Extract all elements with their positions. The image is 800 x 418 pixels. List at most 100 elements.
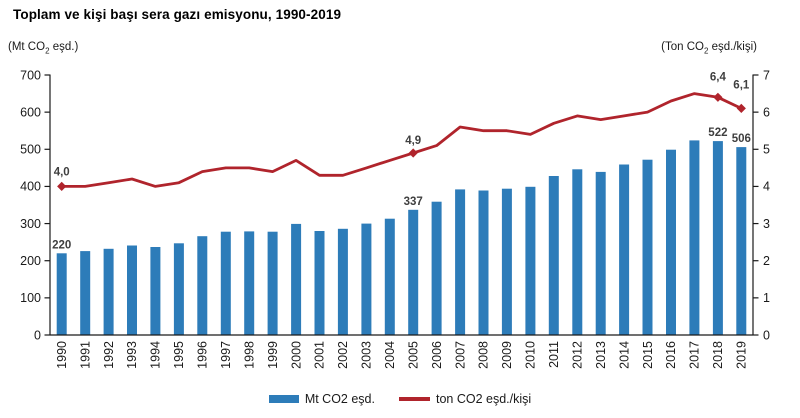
x-tick-label-2013: 2013 <box>594 341 608 369</box>
x-tick-label-2007: 2007 <box>453 341 467 369</box>
x-tick-label-2011: 2011 <box>547 341 561 368</box>
x-tick-label-2017: 2017 <box>688 341 702 369</box>
x-tick-label-2010: 2010 <box>524 341 538 369</box>
x-tick-label-2016: 2016 <box>664 341 678 369</box>
bar-2013 <box>595 171 606 335</box>
x-tick-label-1997: 1997 <box>219 341 233 369</box>
bar-2014 <box>619 164 630 335</box>
line-marker-2018 <box>713 92 723 102</box>
bar-2004 <box>384 218 395 335</box>
line-marker-2005 <box>408 148 418 158</box>
right-unit-subscript: 2 <box>703 46 709 56</box>
legend-label-line: ton CO2 eşd./kişi <box>435 392 532 406</box>
x-tick-label-1991: 1991 <box>78 341 92 369</box>
bar-2018 <box>712 141 723 335</box>
x-tick-label-2000: 2000 <box>289 341 303 369</box>
bar-series-swatch-icon <box>268 395 299 403</box>
x-tick-label-1993: 1993 <box>125 341 139 369</box>
x-tick-label-1994: 1994 <box>149 341 163 369</box>
chart-title: Toplam ve kişi başı sera gazı emisyonu, … <box>13 7 342 22</box>
x-tick-label-2003: 2003 <box>360 341 374 369</box>
left-unit-subscript: 2 <box>45 46 50 56</box>
x-tick-label-2004: 2004 <box>383 341 397 369</box>
bar-value-label-1990: 220 <box>52 239 71 251</box>
line-marker-2019 <box>736 103 746 113</box>
bar-2016 <box>666 149 676 335</box>
bar-2005 <box>408 209 419 335</box>
x-tick-label-2018: 2018 <box>711 341 725 369</box>
right-axis-tick-label: 7 <box>763 68 770 82</box>
left-axis-tick-label: 300 <box>20 217 41 231</box>
left-axis-tick-label: 600 <box>20 105 41 119</box>
left-axis-tick-label: 400 <box>20 180 41 194</box>
bar-2003 <box>361 223 372 335</box>
left-axis-tick-label: 200 <box>20 254 41 268</box>
bar-1996 <box>197 236 208 335</box>
legend-item-bars: Mt CO2 eşd. <box>268 392 375 406</box>
left-axis-tick-label: 0 <box>34 328 41 342</box>
line-value-label-2018: 6,4 <box>710 71 727 83</box>
line-marker-1990 <box>57 181 67 191</box>
right-unit-text-suffix: eşd./kişi) <box>708 41 757 53</box>
x-tick-label-2019: 2019 <box>735 341 749 369</box>
left-unit-text-suffix: eşd.) <box>49 41 79 53</box>
bar-2007 <box>455 189 466 335</box>
x-tick-label-2008: 2008 <box>477 341 491 369</box>
bar-2009 <box>501 188 512 335</box>
left-unit-text: (Mt CO <box>8 41 46 53</box>
x-tick-label-1992: 1992 <box>102 341 116 369</box>
line-value-label-2005: 4,9 <box>405 135 421 147</box>
x-tick-label-2012: 2012 <box>571 341 585 369</box>
right-axis-unit-label: (Ton CO2 eşd./kişi) <box>661 41 757 56</box>
x-tick-label-2002: 2002 <box>336 341 350 369</box>
bar-1995 <box>173 243 184 335</box>
bar-2000 <box>291 223 302 335</box>
bar-2008 <box>478 190 489 335</box>
left-axis-unit-label: (Mt CO2 eşd.) <box>8 41 79 56</box>
x-tick-label-1999: 1999 <box>266 341 280 369</box>
bar-2019 <box>736 147 747 335</box>
line-series-path <box>60 92 743 188</box>
bar-2017 <box>689 140 700 335</box>
bar-1991 <box>80 251 91 335</box>
chart-legend: Mt CO2 eşd. ton CO2 eşd./kişi <box>0 392 800 406</box>
line-series-swatch-icon <box>398 397 430 401</box>
x-tick-label-1990: 1990 <box>55 341 69 369</box>
right-axis-tick-label: 2 <box>763 254 770 268</box>
legend-item-line: ton CO2 eşd./kişi <box>398 392 532 406</box>
x-tick-label-2014: 2014 <box>617 341 631 369</box>
bar-1998 <box>244 231 255 335</box>
x-tick-label-1995: 1995 <box>172 341 186 369</box>
x-tick-label-1996: 1996 <box>196 341 210 369</box>
right-axis-tick-label: 4 <box>763 180 770 194</box>
x-tick-label-2001: 2001 <box>313 341 327 369</box>
bar-2010 <box>525 186 536 335</box>
x-tick-label-2015: 2015 <box>641 341 655 369</box>
right-axis-tick-label: 0 <box>763 328 770 342</box>
bar-value-label-2019: 506 <box>732 133 751 145</box>
legend-label-bars: Mt CO2 eşd. <box>304 392 375 406</box>
bar-1997 <box>220 231 231 335</box>
right-unit-text: (Ton CO <box>661 41 704 53</box>
bar-1990 <box>56 253 67 335</box>
bar-value-label-2018: 522 <box>708 127 727 139</box>
x-tick-label-2005: 2005 <box>406 341 420 369</box>
bar-2012 <box>572 169 583 335</box>
bar-2006 <box>431 201 442 335</box>
line-value-label-2019: 6,1 <box>733 79 750 91</box>
bar-value-label-2005: 337 <box>404 196 423 208</box>
line-value-label-1990: 4,0 <box>54 166 70 178</box>
x-tick-label-2006: 2006 <box>430 341 444 369</box>
left-axis-tick-label: 100 <box>20 291 41 305</box>
left-axis-tick-label: 500 <box>20 143 41 157</box>
bar-1993 <box>127 245 137 335</box>
bar-2015 <box>642 159 653 335</box>
bar-2011 <box>548 176 559 335</box>
right-axis-tick-label: 6 <box>763 105 770 119</box>
bar-1994 <box>150 247 161 335</box>
bar-2001 <box>314 231 325 335</box>
x-tick-label-1998: 1998 <box>242 341 256 369</box>
left-axis-tick-label: 700 <box>20 68 41 82</box>
